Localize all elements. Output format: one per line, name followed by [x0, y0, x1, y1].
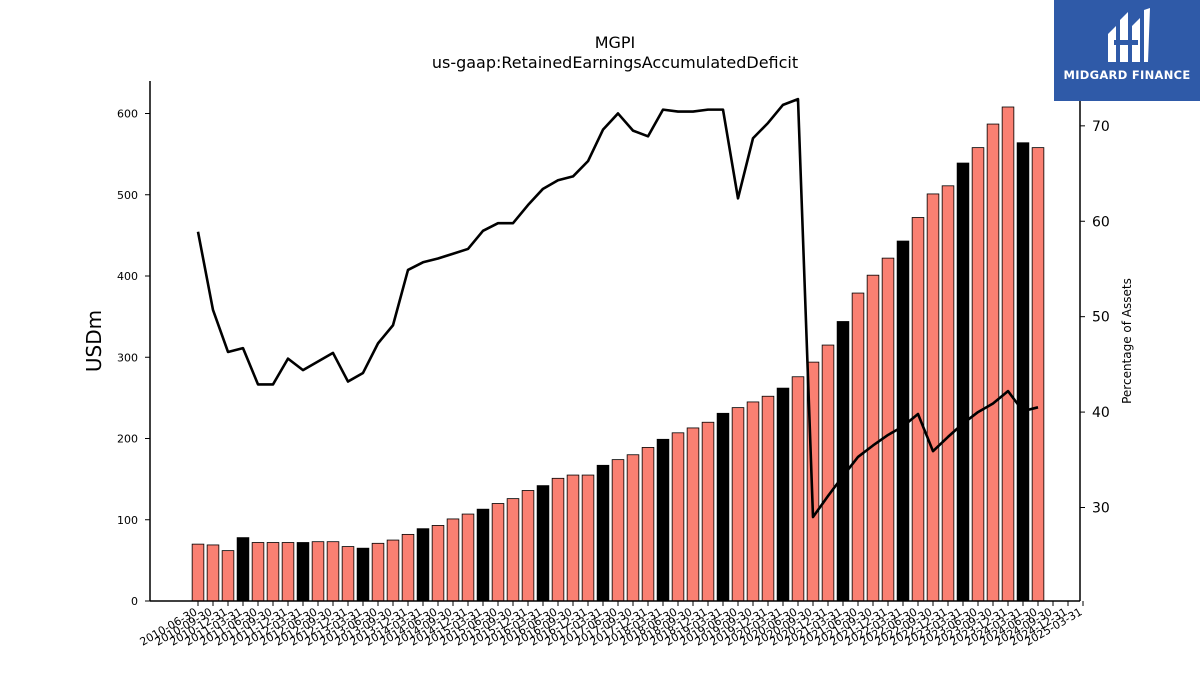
bar: [596, 464, 610, 602]
bar: [611, 459, 625, 602]
bar: [791, 376, 805, 602]
bar: [566, 474, 580, 602]
bar: [236, 537, 250, 602]
bar: [1016, 142, 1030, 602]
logo-text: MIDGARD FINANCE: [1063, 68, 1191, 82]
bar: [986, 123, 1000, 602]
bar: [956, 162, 970, 602]
bar: [311, 541, 325, 602]
y2-tick-label: 50: [1092, 310, 1110, 326]
bar: [701, 421, 715, 602]
bar: [551, 477, 565, 602]
bar: [521, 490, 535, 602]
bar: [926, 193, 940, 602]
y2-tick-label: 30: [1092, 500, 1110, 516]
bar: [671, 432, 685, 602]
bar: [461, 513, 475, 602]
bar: [971, 147, 985, 602]
bar: [221, 550, 235, 602]
bar: [941, 185, 955, 602]
bar: [536, 485, 550, 602]
bar: [371, 542, 385, 602]
bar: [206, 544, 220, 602]
bar: [191, 543, 205, 602]
bar: [386, 539, 400, 602]
bar: [446, 518, 460, 602]
y-axis-label: USDm: [82, 310, 106, 372]
bar: [716, 412, 730, 602]
y-tick-label: 600: [117, 108, 138, 121]
bar: [506, 498, 520, 602]
bar: [881, 257, 895, 602]
bar: [731, 407, 745, 602]
y-tick-label: 200: [117, 433, 138, 446]
logo-mark-icon: [1108, 8, 1150, 62]
bar: [626, 454, 640, 602]
chart-subtitle: us-gaap:RetainedEarningsAccumulatedDefic…: [431, 53, 799, 72]
bar: [821, 344, 835, 602]
bar: [251, 542, 265, 602]
y-tick-label: 0: [131, 595, 138, 608]
bar: [281, 542, 295, 602]
bar: [1001, 106, 1015, 602]
bar: [341, 546, 355, 602]
bar: [776, 387, 790, 602]
bar: [356, 547, 370, 602]
y-tick-label: 500: [117, 189, 138, 202]
bar: [401, 533, 415, 602]
bar: [896, 240, 910, 602]
bar: [296, 542, 310, 602]
bar: [851, 292, 865, 602]
bar: [326, 541, 340, 602]
bar: [836, 321, 850, 602]
bar: [911, 217, 925, 602]
bar: [416, 528, 430, 602]
bar: [641, 447, 655, 602]
y2-tick-label: 60: [1092, 214, 1110, 230]
chart-title: MGPI: [594, 33, 636, 52]
percentage-line: [196, 97, 1039, 519]
y-tick-label: 100: [117, 514, 138, 527]
bar: [686, 427, 700, 602]
bar: [266, 542, 280, 602]
bar: [581, 474, 595, 602]
bar: [866, 274, 880, 602]
bar: [476, 508, 490, 602]
bar: [761, 395, 775, 602]
bar: [656, 438, 670, 602]
bar: [431, 525, 445, 602]
bar: [746, 401, 760, 602]
y2-axis-label: Percentage of Assets: [1120, 278, 1134, 404]
bar: [491, 503, 505, 602]
y2-tick-label: 40: [1092, 405, 1110, 421]
bar: [1031, 147, 1045, 602]
midgard-finance-logo: MIDGARD FINANCE: [1054, 0, 1200, 101]
y-tick-label: 300: [117, 351, 138, 364]
y-tick-label: 400: [117, 270, 138, 283]
y2-tick-label: 70: [1092, 119, 1110, 135]
